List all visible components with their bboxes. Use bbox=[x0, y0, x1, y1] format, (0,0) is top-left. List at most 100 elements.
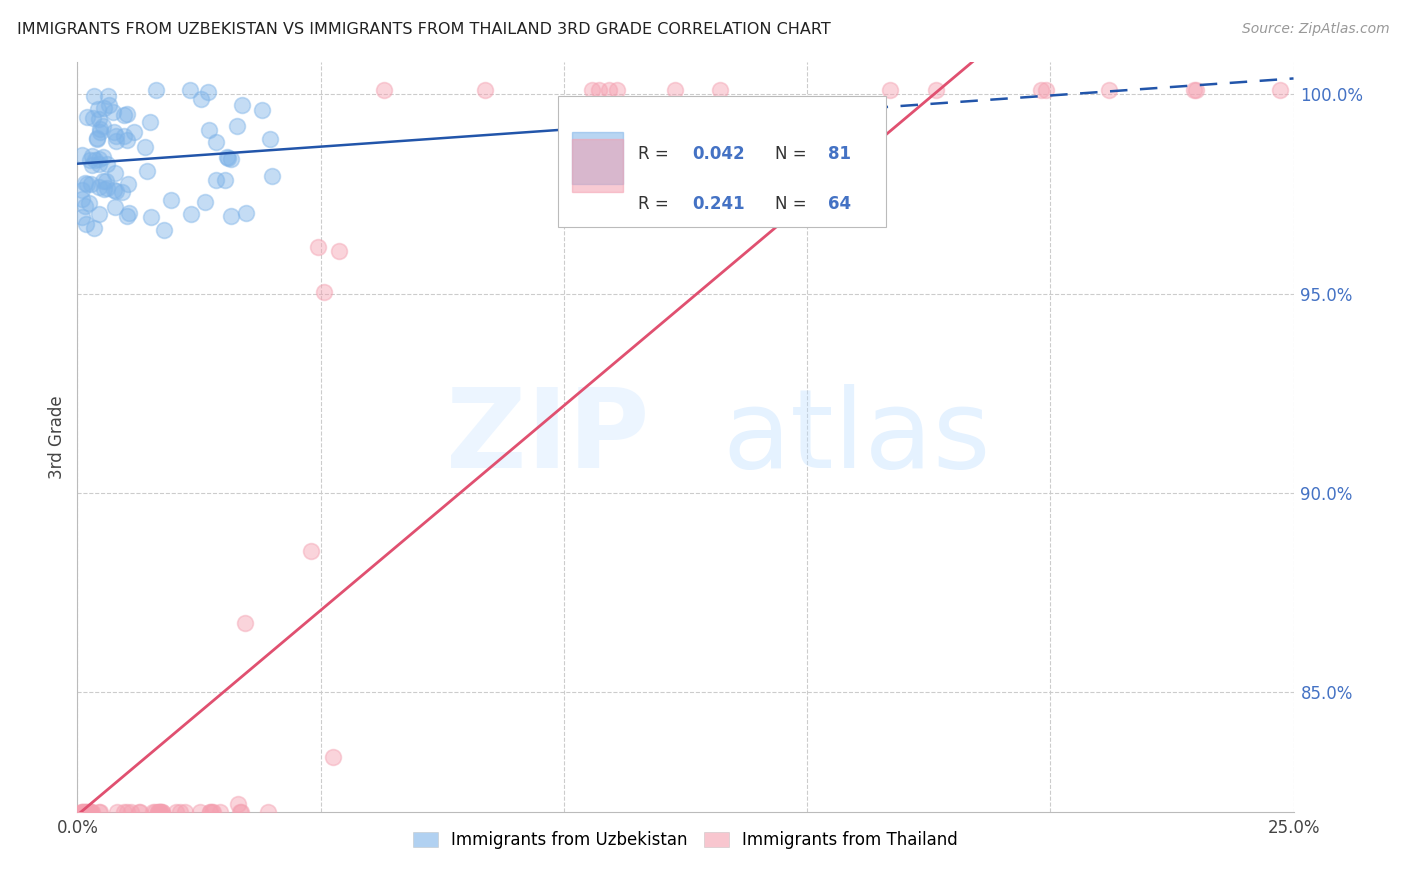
Point bbox=[1098, 83, 1121, 97]
Point bbox=[93, 101, 115, 115]
Point bbox=[231, 98, 253, 112]
Point bbox=[97, 89, 120, 103]
Point bbox=[209, 805, 232, 819]
Point bbox=[70, 805, 93, 819]
Point bbox=[86, 130, 108, 145]
Point bbox=[70, 805, 93, 819]
Point bbox=[76, 177, 98, 191]
Point bbox=[73, 199, 96, 213]
Point bbox=[139, 115, 162, 129]
Point bbox=[80, 805, 103, 819]
Point bbox=[201, 805, 224, 819]
Point bbox=[105, 184, 128, 198]
Point bbox=[201, 805, 224, 819]
Point bbox=[139, 210, 162, 224]
Point bbox=[173, 805, 195, 819]
Point bbox=[93, 182, 115, 196]
Point bbox=[205, 136, 228, 150]
Point bbox=[205, 173, 228, 187]
Point bbox=[70, 148, 93, 162]
Point bbox=[83, 89, 105, 103]
Point bbox=[146, 805, 169, 819]
Point bbox=[307, 240, 329, 254]
Point bbox=[75, 805, 97, 819]
Point bbox=[79, 805, 101, 819]
Point bbox=[229, 805, 252, 819]
Point bbox=[128, 805, 150, 819]
Point bbox=[925, 83, 948, 97]
Point bbox=[75, 176, 97, 190]
Point bbox=[165, 805, 187, 819]
Text: IMMIGRANTS FROM UZBEKISTAN VS IMMIGRANTS FROM THAILAND 3RD GRADE CORRELATION CHA: IMMIGRANTS FROM UZBEKISTAN VS IMMIGRANTS… bbox=[17, 22, 831, 37]
Point bbox=[80, 178, 103, 192]
Point bbox=[214, 173, 236, 187]
Text: atlas: atlas bbox=[721, 384, 990, 491]
Point bbox=[77, 195, 100, 210]
Point bbox=[87, 153, 110, 167]
Point bbox=[226, 797, 249, 811]
Point bbox=[124, 125, 146, 139]
Point bbox=[217, 151, 239, 165]
Point bbox=[142, 805, 165, 819]
Text: 64: 64 bbox=[828, 194, 851, 212]
Point bbox=[91, 119, 114, 133]
Point bbox=[105, 129, 128, 144]
Point bbox=[145, 805, 167, 819]
Point bbox=[149, 805, 172, 819]
Point bbox=[80, 149, 103, 163]
FancyBboxPatch shape bbox=[572, 131, 623, 184]
Point bbox=[87, 102, 110, 116]
Point bbox=[1182, 83, 1205, 97]
Point bbox=[118, 206, 141, 220]
Point bbox=[1029, 83, 1052, 97]
Point bbox=[112, 129, 135, 144]
Point bbox=[226, 119, 249, 133]
Point bbox=[86, 132, 108, 146]
Point bbox=[80, 805, 103, 819]
FancyBboxPatch shape bbox=[558, 96, 886, 227]
Point bbox=[89, 122, 111, 136]
Point bbox=[70, 192, 93, 206]
Point bbox=[259, 132, 281, 146]
Point bbox=[322, 750, 344, 764]
FancyBboxPatch shape bbox=[572, 139, 623, 192]
Point bbox=[103, 105, 125, 120]
Text: Source: ZipAtlas.com: Source: ZipAtlas.com bbox=[1241, 22, 1389, 37]
Point bbox=[103, 125, 125, 139]
Point bbox=[120, 805, 142, 819]
Point bbox=[115, 133, 138, 147]
Point bbox=[200, 805, 222, 819]
Point bbox=[215, 150, 238, 164]
Text: R =: R = bbox=[638, 145, 673, 163]
Point bbox=[145, 83, 167, 97]
Text: N =: N = bbox=[776, 145, 813, 163]
Point bbox=[89, 125, 111, 139]
Point bbox=[1185, 83, 1208, 97]
Point bbox=[97, 97, 120, 112]
Point bbox=[104, 166, 127, 180]
Point bbox=[136, 164, 159, 178]
Point bbox=[200, 805, 222, 819]
Point bbox=[75, 805, 97, 819]
Point bbox=[75, 217, 97, 231]
Point bbox=[70, 183, 93, 197]
Point bbox=[190, 91, 212, 105]
Text: N =: N = bbox=[776, 194, 813, 212]
Point bbox=[219, 153, 242, 167]
Point bbox=[104, 200, 127, 214]
Point bbox=[91, 174, 114, 188]
Point bbox=[73, 805, 96, 819]
Point bbox=[79, 805, 101, 819]
Point bbox=[115, 805, 138, 819]
Text: R =: R = bbox=[638, 194, 673, 212]
Point bbox=[76, 805, 98, 819]
Point bbox=[96, 157, 118, 171]
Text: 0.241: 0.241 bbox=[693, 194, 745, 212]
Text: ZIP: ZIP bbox=[446, 384, 650, 491]
Point bbox=[664, 83, 686, 97]
Point bbox=[179, 83, 201, 97]
Point bbox=[87, 180, 110, 194]
Point bbox=[89, 805, 111, 819]
Point bbox=[709, 83, 731, 97]
Point bbox=[112, 108, 135, 122]
